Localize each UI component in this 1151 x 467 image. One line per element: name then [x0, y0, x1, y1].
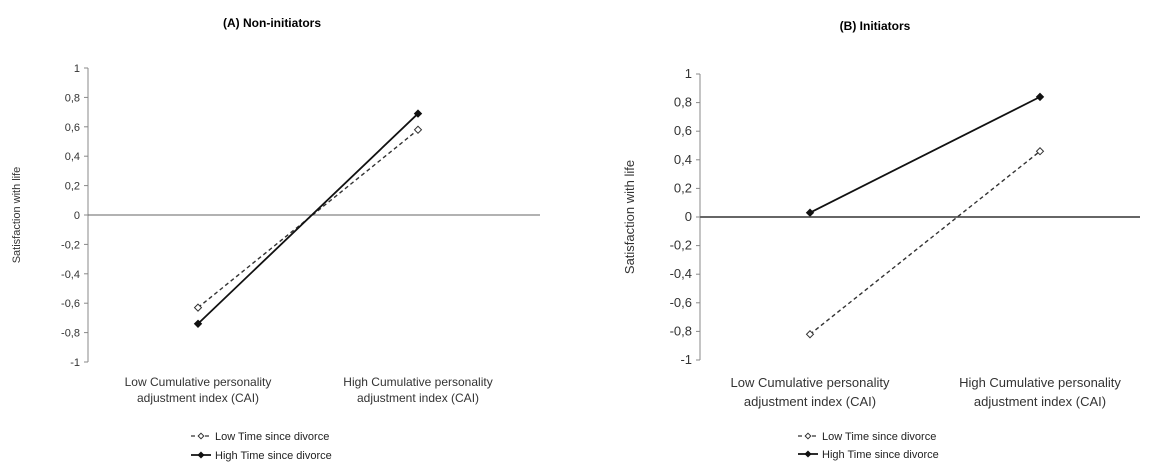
x-category-label: Low Cumulative personality: [731, 375, 890, 390]
y-tick-label: 0: [685, 209, 692, 224]
x-category-label: Low Cumulative personality: [125, 375, 272, 389]
data-point-marker: [413, 125, 423, 134]
chart-title-a: (A) Non-initiators: [223, 16, 321, 30]
y-tick-label: -0,2: [670, 238, 692, 253]
chart-title-b: (B) Initiators: [840, 19, 911, 33]
y-tick-label: -0,8: [61, 328, 80, 340]
y-tick-label: 1: [685, 66, 692, 81]
legend-swatch-marker: [804, 450, 812, 458]
legend-label: Low Time since divorce: [822, 431, 936, 443]
y-tick-label: 1: [74, 63, 80, 75]
legend-swatch-marker: [197, 451, 205, 459]
y-tick-label: -0,4: [61, 269, 80, 281]
data-point-marker: [413, 109, 423, 118]
legend-label: High Time since divorce: [822, 449, 939, 461]
y-tick-label: 0,2: [674, 180, 692, 195]
y-tick-label: -0,4: [670, 266, 692, 281]
data-point-marker: [193, 319, 203, 328]
y-tick-label: 0,6: [674, 123, 692, 138]
legend-label: Low Time since divorce: [215, 431, 329, 443]
y-tick-label: 0: [74, 210, 80, 222]
data-point-marker: [805, 330, 815, 339]
data-point-marker: [1035, 92, 1045, 102]
y-tick-label: -0,8: [670, 323, 692, 338]
y-tick-label: -0,2: [61, 239, 80, 251]
y-tick-label: 0,8: [674, 95, 692, 110]
x-category-label: adjustment index (CAI): [974, 394, 1106, 409]
data-point-marker: [193, 303, 203, 312]
y-tick-label: 0,4: [674, 152, 692, 167]
legend-swatch-marker: [804, 432, 812, 440]
legend-label: High Time since divorce: [215, 450, 332, 462]
y-axis-label-a: Satisfaction with life: [11, 167, 23, 264]
x-category-label: adjustment index (CAI): [357, 391, 479, 405]
y-tick-label: -1: [70, 357, 80, 369]
y-axis-label-b: Satisfaction with life: [622, 160, 637, 274]
x-category-label: adjustment index (CAI): [137, 391, 259, 405]
y-tick-label: 0,2: [65, 181, 80, 193]
x-category-label: High Cumulative personality: [959, 375, 1121, 390]
y-tick-label: 0,4: [65, 151, 80, 163]
y-tick-label: -0,6: [61, 298, 80, 310]
series-line-high-time: [197, 112, 419, 325]
series-line-high-time: [809, 96, 1041, 214]
x-category-label: High Cumulative personality: [343, 375, 492, 389]
panel-a: (A) Non-initiators 1 0,8 0,6 0,4 0,2 0 -0,2 -0,4…: [11, 16, 540, 462]
series-line-low-time: [809, 150, 1041, 335]
legend-swatch-marker: [197, 432, 205, 440]
y-tick-label: -1: [680, 352, 692, 367]
data-point-marker: [1035, 147, 1045, 156]
y-tick-label: 0,8: [65, 92, 80, 104]
data-point-marker: [805, 208, 815, 217]
y-tick-label: 0,6: [65, 122, 80, 134]
panel-b: (B) Initiators 1 0,8 0,6 0,4 0,2 0 -0,2 -0,4 -0,6…: [622, 19, 1140, 461]
y-tick-label: -0,6: [670, 295, 692, 310]
x-category-label: adjustment index (CAI): [744, 394, 876, 409]
